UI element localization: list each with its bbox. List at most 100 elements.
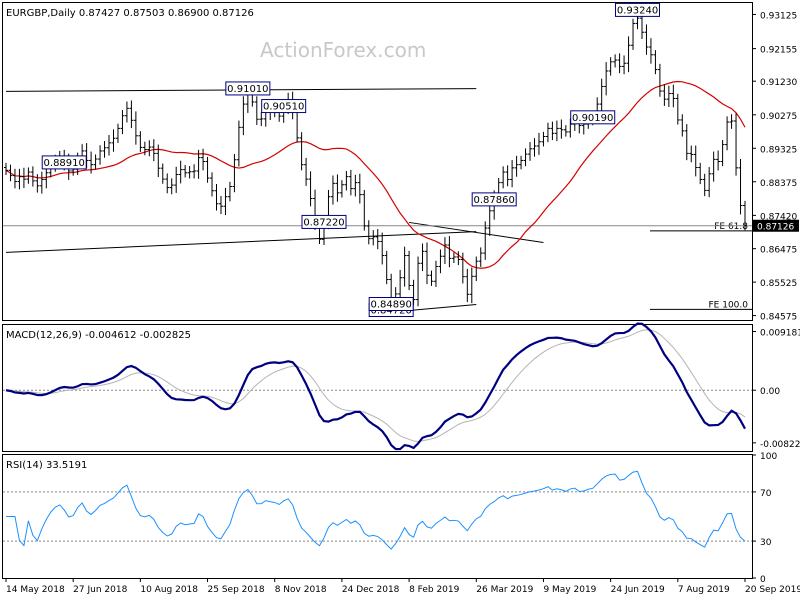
price-tick-label: 0.93125 [760, 11, 797, 21]
price-tick-label: 0.85525 [760, 279, 797, 289]
price-tick-label: 0.91230 [760, 78, 797, 88]
price-bar [519, 155, 524, 170]
price-bar [550, 121, 555, 141]
date-tick-label: 25 Sep 2018 [208, 585, 265, 595]
price-bar [357, 173, 362, 204]
price-bar [299, 132, 304, 171]
price-bar [93, 154, 98, 170]
price-bar [684, 124, 689, 161]
price-tick-label: 0.86475 [760, 246, 797, 256]
price-bar [563, 125, 568, 137]
price-bar [465, 268, 470, 303]
price-bar [308, 171, 313, 207]
price-bar [505, 165, 510, 187]
price-bar [528, 142, 533, 161]
price-tick-label: 0.92155 [760, 46, 797, 56]
price-annotation: 0.91010 [225, 81, 271, 96]
price-bar [151, 139, 156, 162]
price-bar [259, 112, 264, 126]
price-bar [657, 63, 662, 97]
price-bar [375, 229, 380, 250]
price-bar [478, 247, 483, 267]
price-bar [433, 260, 438, 287]
price-bar [653, 50, 658, 75]
price-bar [501, 166, 506, 189]
price-annotation: 0.87220 [301, 214, 347, 229]
price-bar [39, 171, 44, 194]
price-annotation: 0.90510 [261, 99, 307, 114]
price-bar [384, 250, 389, 285]
price-bar [241, 96, 246, 136]
price-bar [743, 200, 747, 231]
price-bar [174, 166, 179, 193]
price-bar [671, 84, 676, 108]
rsi-tick-label: 100 [760, 452, 777, 462]
watermark: ActionForex.com [260, 38, 426, 62]
price-bar [21, 167, 26, 188]
price-bar [102, 141, 107, 158]
price-bar [559, 119, 564, 139]
price-bar [648, 38, 653, 64]
price-bar [474, 256, 479, 281]
price-bar [330, 175, 335, 205]
rsi-line [3, 470, 752, 550]
date-tick-label: 24 Dec 2018 [342, 585, 400, 595]
price-bar [420, 243, 425, 272]
price-tick-label: 0.89325 [760, 145, 797, 155]
price-bar [613, 54, 618, 68]
price-bar [12, 168, 17, 189]
rsi-panel-title: RSI(14) 33.5191 [6, 460, 87, 471]
price-bar [160, 163, 165, 184]
price-bar [380, 232, 385, 265]
price-bar [353, 174, 358, 197]
price-bar [111, 129, 116, 152]
macd-tick-label: 0.00 [760, 387, 780, 397]
price-bar [407, 250, 412, 291]
price-bar [438, 249, 443, 274]
rsi-tick-label: 30 [760, 538, 772, 548]
price-bar [26, 167, 31, 184]
price-bar [608, 57, 613, 76]
price-bar [107, 135, 112, 156]
price-bar [541, 131, 546, 147]
date-tick-label: 27 Jun 2018 [73, 585, 127, 595]
price-bar [335, 174, 340, 202]
price-bar [483, 221, 488, 260]
price-bar [532, 138, 537, 157]
macd-line [5, 322, 746, 451]
price-bar [129, 100, 134, 129]
price-bar [631, 18, 636, 50]
macd-axis: 0.009181 0.00 -0.008225 [752, 329, 800, 450]
svg-text:0.87126: 0.87126 [757, 223, 794, 233]
date-tick-label: 8 Feb 2019 [409, 585, 460, 595]
price-bar [545, 122, 550, 143]
macd-tick-label: 0.009181 [760, 329, 800, 339]
macd-lines [3, 322, 752, 451]
price-bar [196, 149, 201, 179]
svg-text:0.90510: 0.90510 [263, 102, 304, 113]
price-bar [689, 145, 694, 163]
price-bar [142, 141, 147, 156]
price-axis: 0.93125 0.92155 0.91230 0.90275 0.89325 0.883… [752, 11, 799, 323]
price-bar [344, 170, 349, 191]
price-bar [169, 178, 174, 195]
price-bar [698, 162, 703, 185]
price-bar [469, 267, 474, 304]
price-bar [35, 174, 40, 193]
price-bar [429, 270, 434, 286]
price-bar [729, 114, 734, 129]
price-bar [398, 269, 403, 302]
price-bar [227, 181, 232, 202]
date-tick-label: 9 May 2019 [543, 585, 596, 595]
price-bar [451, 252, 456, 264]
price-bar [192, 164, 197, 179]
svg-text:0.88910: 0.88910 [44, 158, 85, 169]
price-bar [223, 187, 228, 216]
price-level-lines: FE 61.8 FE 100.0 [650, 222, 752, 310]
rsi-line [6, 470, 746, 550]
price-bar [456, 251, 461, 266]
price-bar [124, 101, 129, 123]
price-annotation: 0.87860 [471, 192, 517, 207]
price-bar [460, 252, 465, 284]
price-tick-label: 0.90275 [760, 112, 797, 122]
